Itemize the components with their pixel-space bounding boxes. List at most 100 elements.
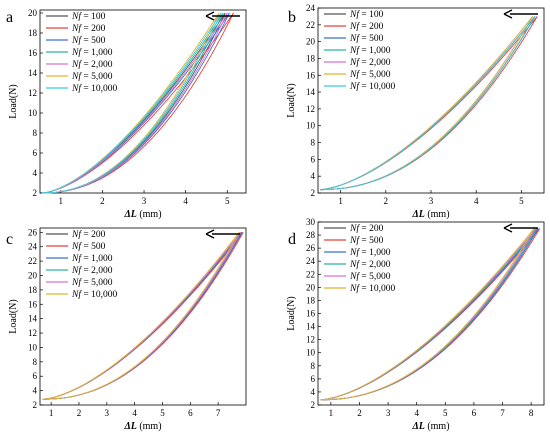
y-tick-label: 26 [28, 227, 38, 237]
legend-entry: Nf = 10,000 [349, 283, 395, 294]
y-tick-label: 4 [33, 386, 38, 396]
x-tick-label: 5 [160, 408, 165, 418]
x-tick-label: 5 [443, 408, 448, 418]
x-tick-label: 1 [49, 408, 54, 418]
x-tick-label: 7 [500, 408, 505, 418]
series-5,000 [42, 12, 220, 194]
y-tick-label: 12 [306, 104, 315, 114]
loading-curve [320, 16, 536, 191]
y-tick-label: 10 [28, 342, 38, 352]
x-tick-label: 3 [105, 408, 110, 418]
legend-entry: Nf = 2,000 [71, 59, 113, 70]
series-10,000 [320, 16, 536, 191]
legend-entry: Nf = 1,000 [71, 47, 113, 58]
y-tick-label: 2 [311, 188, 316, 198]
x-tick-label: 2 [100, 196, 105, 206]
y-tick-label: 14 [306, 87, 316, 97]
y-tick-label: 8 [33, 357, 38, 367]
x-tick-label: 2 [357, 408, 362, 418]
unloading-curve [320, 16, 536, 191]
y-tick-label: 10 [306, 348, 316, 358]
y-tick-label: 22 [306, 20, 315, 30]
y-tick-label: 18 [28, 285, 38, 295]
y-tick-label: 22 [306, 269, 315, 279]
x-tick-label: 4 [183, 196, 188, 206]
y-tick-label: 20 [28, 270, 38, 280]
series-10,000 [320, 228, 535, 401]
y-tick-label: 8 [33, 128, 38, 138]
x-tick-label: 6 [472, 408, 477, 418]
y-tick-label: 8 [311, 361, 316, 371]
y-tick-label: 24 [306, 3, 316, 13]
legend-entry: Nf = 100 [349, 9, 384, 20]
y-tick-label: 20 [28, 8, 38, 18]
y-tick-label: 4 [311, 387, 316, 397]
y-tick-label: 16 [28, 48, 38, 58]
x-tick-label: 3 [386, 408, 391, 418]
x-tick-label: 1 [59, 196, 64, 206]
x-axis-label: ΔL (mm) [411, 209, 449, 220]
y-axis-label: Load(N) [286, 296, 297, 330]
legend-entry: Nf = 10,000 [71, 289, 117, 300]
y-tick-label: 10 [28, 108, 38, 118]
x-tick-label: 1 [329, 408, 334, 418]
x-tick-label: 7 [216, 408, 221, 418]
panel-label: d [288, 231, 296, 248]
y-axis-label: Load(N) [8, 84, 19, 118]
y-tick-label: 2 [311, 400, 316, 410]
legend-entry: Nf = 5,000 [71, 277, 113, 288]
y-tick-label: 18 [306, 295, 316, 305]
legend-entry: Nf = 10,000 [349, 81, 395, 92]
unloading-curve [320, 228, 535, 401]
x-tick-label: 1 [338, 196, 343, 206]
panel-label: b [288, 9, 296, 26]
arrow-head [503, 223, 513, 233]
loading-curve [42, 12, 220, 194]
y-tick-label: 30 [306, 217, 316, 227]
legend-entry: Nf = 200 [349, 21, 384, 32]
legend-entry: Nf = 200 [71, 229, 106, 240]
loading-curve [320, 228, 535, 401]
arrow-head [503, 9, 513, 19]
unloading-curve [42, 12, 228, 194]
legend-entry: Nf = 2,000 [71, 265, 113, 276]
panel-label: a [6, 9, 13, 26]
y-tick-label: 14 [306, 322, 316, 332]
y-tick-label: 16 [28, 299, 38, 309]
legend-entry: Nf = 100 [71, 11, 106, 22]
unloading-curve [42, 232, 240, 400]
x-tick-label: 4 [414, 408, 419, 418]
legend-entry: Nf = 5,000 [349, 271, 391, 282]
panel-label: c [6, 231, 13, 248]
y-tick-label: 16 [306, 309, 316, 319]
x-tick-label: 5 [519, 196, 524, 206]
plot-frame [39, 9, 247, 194]
y-tick-label: 20 [306, 37, 316, 47]
y-tick-label: 6 [311, 154, 316, 164]
loading-curve [42, 12, 222, 194]
y-tick-label: 4 [33, 168, 38, 178]
unloading-curve [42, 12, 224, 194]
x-tick-label: 8 [529, 408, 534, 418]
series-2,000 [42, 12, 228, 194]
x-tick-label: 6 [188, 408, 193, 418]
y-tick-label: 4 [311, 171, 316, 181]
y-tick-label: 22 [28, 256, 37, 266]
series-1,000 [42, 12, 224, 194]
y-tick-label: 20 [306, 282, 316, 292]
y-tick-label: 6 [33, 371, 38, 381]
legend-entry: Nf = 1,000 [349, 45, 391, 56]
loading-curve [42, 232, 240, 400]
loading-curve [42, 12, 228, 194]
y-axis-label: Load(N) [286, 83, 297, 117]
legend-entry: Nf = 200 [349, 223, 384, 234]
y-tick-label: 18 [306, 53, 316, 63]
x-tick-label: 4 [474, 196, 479, 206]
y-tick-label: 12 [306, 335, 315, 345]
y-tick-label: 14 [28, 68, 38, 78]
series-10,000 [42, 232, 240, 400]
y-tick-label: 10 [306, 121, 316, 131]
legend-entry: Nf = 2,000 [349, 57, 391, 68]
